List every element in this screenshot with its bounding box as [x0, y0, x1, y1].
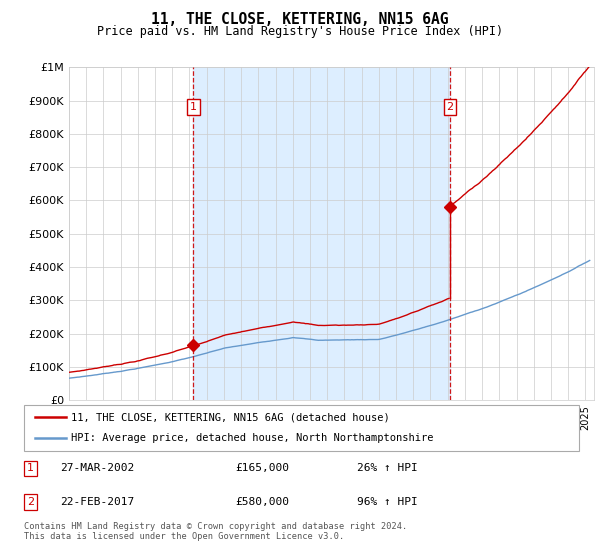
FancyBboxPatch shape: [24, 405, 579, 451]
Text: 1: 1: [190, 102, 197, 112]
Text: 2: 2: [446, 102, 454, 112]
Text: 1: 1: [27, 464, 34, 473]
Text: Price paid vs. HM Land Registry's House Price Index (HPI): Price paid vs. HM Land Registry's House …: [97, 25, 503, 38]
Text: 27-MAR-2002: 27-MAR-2002: [60, 464, 134, 473]
Text: 11, THE CLOSE, KETTERING, NN15 6AG: 11, THE CLOSE, KETTERING, NN15 6AG: [151, 12, 449, 27]
Text: 2: 2: [27, 497, 34, 507]
Text: HPI: Average price, detached house, North Northamptonshire: HPI: Average price, detached house, Nort…: [71, 433, 434, 444]
Text: 96% ↑ HPI: 96% ↑ HPI: [357, 497, 418, 507]
Text: £580,000: £580,000: [235, 497, 289, 507]
Text: £165,000: £165,000: [235, 464, 289, 473]
Bar: [193, 67, 450, 400]
Text: 11, THE CLOSE, KETTERING, NN15 6AG (detached house): 11, THE CLOSE, KETTERING, NN15 6AG (deta…: [71, 412, 390, 422]
Text: Contains HM Land Registry data © Crown copyright and database right 2024.
This d: Contains HM Land Registry data © Crown c…: [24, 522, 407, 542]
Text: 22-FEB-2017: 22-FEB-2017: [60, 497, 134, 507]
Text: 26% ↑ HPI: 26% ↑ HPI: [357, 464, 418, 473]
